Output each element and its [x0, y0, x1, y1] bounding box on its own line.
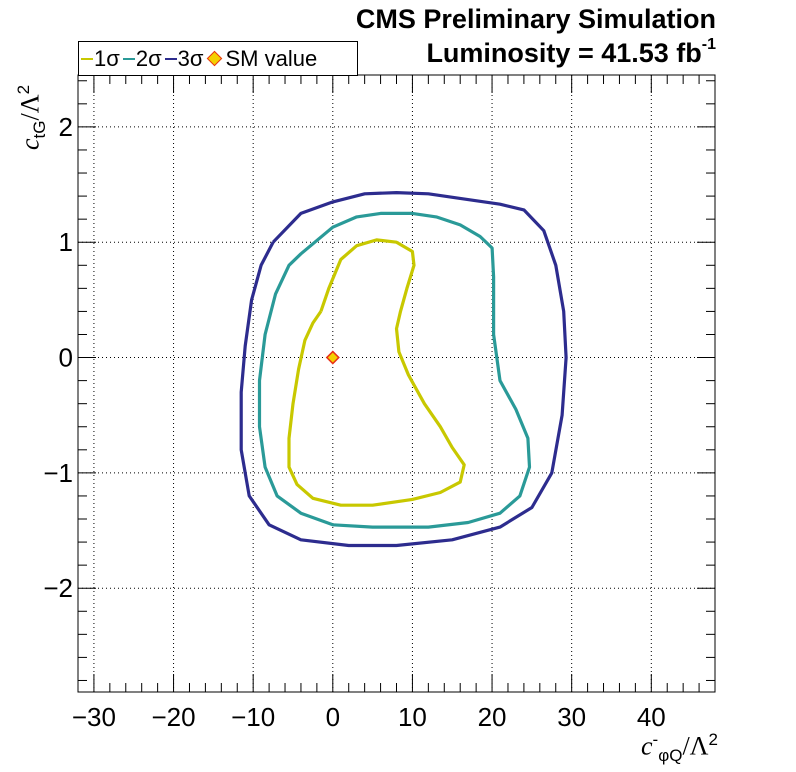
legend-label-sm: SM value	[225, 45, 318, 71]
legend-item-2sigma: 2σ	[122, 45, 162, 72]
x-axis-power: 2	[708, 730, 718, 749]
contour-3σ	[239, 191, 568, 548]
legend-label-3sigma: 3σ	[177, 45, 204, 71]
x-tick-label: 0	[326, 702, 340, 732]
x-axis-divisor: /Λ	[682, 731, 709, 761]
x-tick-label: 10	[398, 702, 427, 732]
chart-subtitle: Luminosity = 41.53 fb-1	[426, 36, 716, 69]
legend-line-2sigma	[122, 57, 135, 60]
legend: 1σ 2σ 3σ SM value	[78, 41, 358, 76]
luminosity-exponent: -1	[701, 36, 716, 53]
series-group	[239, 191, 568, 548]
x-axis-symbol: c	[640, 731, 653, 761]
y-tick-label: 1	[59, 227, 73, 257]
x-axis-superscript: -	[652, 730, 659, 749]
ticks	[77, 75, 716, 692]
grid	[78, 75, 715, 692]
legend-line-1sigma	[81, 57, 93, 60]
y-tick-label: 2	[59, 112, 73, 142]
x-tick-label: −20	[151, 702, 195, 732]
y-tick-label: −1	[43, 458, 73, 488]
legend-marker-sm	[207, 50, 223, 67]
x-tick-label: 40	[637, 702, 666, 732]
sm-value-marker	[325, 350, 340, 365]
x-axis-subscript: φQ	[658, 745, 683, 765]
x-tick-label: −10	[231, 702, 275, 732]
y-tick-label: −2	[43, 573, 73, 603]
y-axis-subscript: tG	[29, 120, 49, 139]
legend-label-2sigma: 2σ	[135, 45, 162, 71]
legend-item-3sigma: 3σ	[164, 45, 204, 72]
y-axis-title: ctG/Λ2	[14, 85, 50, 150]
x-tick-label: −30	[72, 702, 116, 732]
y-axis-divisor: /Λ	[15, 94, 45, 121]
x-axis-title: c-φQ/Λ2	[641, 730, 718, 766]
legend-line-3sigma	[164, 57, 177, 60]
x-tick-label: 20	[478, 702, 507, 732]
legend-item-sm: SM value	[206, 46, 317, 72]
y-axis-power: 2	[14, 84, 33, 95]
luminosity-text: Luminosity = 41.53 fb	[426, 38, 702, 68]
contour-1σ	[287, 238, 466, 507]
legend-item-1sigma: 1σ	[81, 46, 120, 72]
contour-2σ	[257, 211, 532, 529]
chart-title: CMS Preliminary Simulation	[355, 4, 716, 34]
x-tick-label: 30	[557, 702, 586, 732]
y-axis-symbol: c	[15, 138, 45, 150]
legend-label-1sigma: 1σ	[94, 45, 120, 71]
y-tick-label: 0	[59, 343, 73, 373]
